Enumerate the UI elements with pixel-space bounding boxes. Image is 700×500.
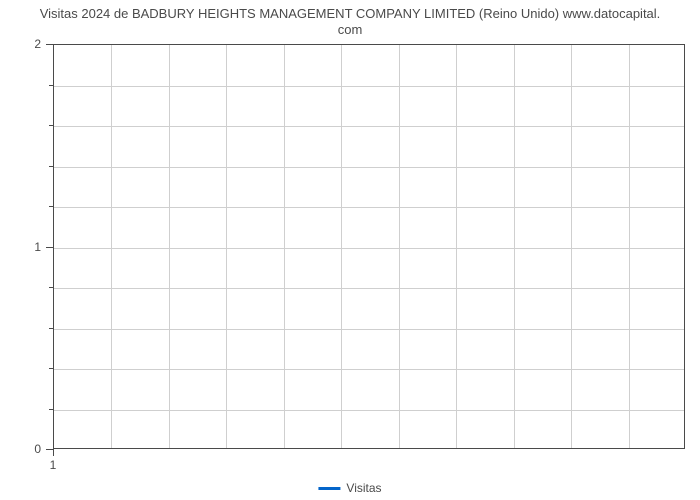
- grid-horizontal: [54, 329, 684, 330]
- y-tick-minor: [49, 287, 53, 288]
- plot-area: [53, 44, 685, 449]
- grid-horizontal: [54, 410, 684, 411]
- grid-horizontal: [54, 207, 684, 208]
- grid-horizontal: [54, 126, 684, 127]
- y-tick-label: 1: [0, 240, 41, 254]
- grid-vertical: [571, 45, 572, 448]
- y-tick-major: [46, 247, 53, 248]
- y-tick-minor: [49, 85, 53, 86]
- grid-vertical: [226, 45, 227, 448]
- chart-title-line2: com: [338, 22, 363, 37]
- chart-title-line1: Visitas 2024 de BADBURY HEIGHTS MANAGEME…: [40, 6, 661, 21]
- y-tick-minor: [49, 166, 53, 167]
- grid-horizontal: [54, 167, 684, 168]
- grid-horizontal: [54, 248, 684, 249]
- grid-vertical: [629, 45, 630, 448]
- legend: Visitas: [318, 481, 381, 495]
- y-tick-minor: [49, 368, 53, 369]
- x-tick-major: [53, 449, 54, 456]
- y-tick-label: 2: [0, 37, 41, 51]
- y-tick-minor: [49, 206, 53, 207]
- legend-label: Visitas: [346, 481, 381, 495]
- grid-vertical: [456, 45, 457, 448]
- grid-vertical: [111, 45, 112, 448]
- grid-vertical: [284, 45, 285, 448]
- y-tick-major: [46, 44, 53, 45]
- grid-vertical: [514, 45, 515, 448]
- y-tick-label: 0: [0, 442, 41, 456]
- grid-vertical: [341, 45, 342, 448]
- legend-swatch: [318, 487, 340, 490]
- chart-container: Visitas 2024 de BADBURY HEIGHTS MANAGEME…: [0, 0, 700, 500]
- grid-vertical: [169, 45, 170, 448]
- grid-horizontal: [54, 288, 684, 289]
- y-tick-major: [46, 449, 53, 450]
- y-tick-minor: [49, 328, 53, 329]
- y-tick-minor: [49, 125, 53, 126]
- chart-title: Visitas 2024 de BADBURY HEIGHTS MANAGEME…: [0, 6, 700, 39]
- grid-horizontal: [54, 86, 684, 87]
- grid-vertical: [399, 45, 400, 448]
- y-tick-minor: [49, 409, 53, 410]
- x-tick-label: 1: [50, 458, 57, 472]
- grid-horizontal: [54, 369, 684, 370]
